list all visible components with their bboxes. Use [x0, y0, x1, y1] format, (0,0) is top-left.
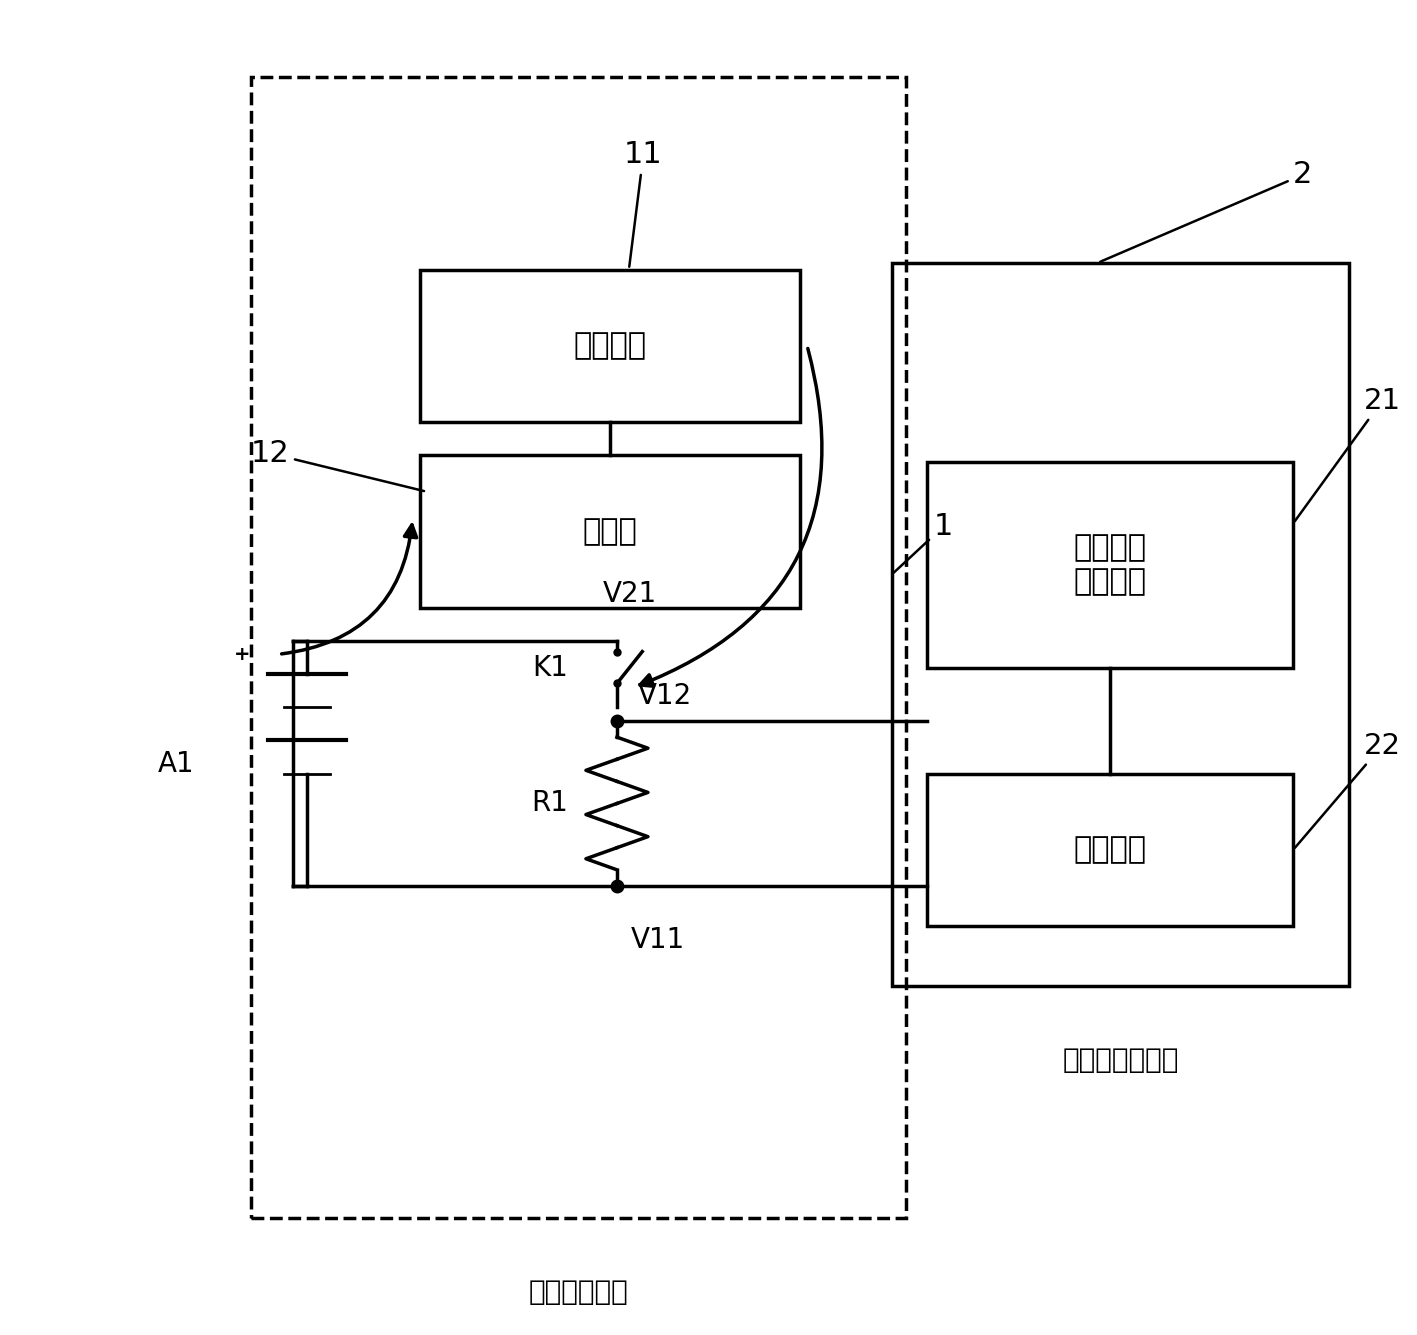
Text: 21: 21 [1295, 387, 1400, 521]
Bar [891, 263, 1349, 987]
Text: 12: 12 [251, 439, 424, 491]
Text: 可靠性检测电路: 可靠性检测电路 [1063, 1045, 1179, 1073]
Bar [927, 774, 1294, 926]
Text: +: + [234, 645, 251, 663]
Text: 2: 2 [1100, 160, 1312, 262]
Text: 控制单元: 控制单元 [574, 331, 646, 360]
Text: V21: V21 [602, 579, 657, 607]
Text: 电压检测
判断单元: 电压检测 判断单元 [1074, 534, 1146, 595]
Text: A1: A1 [157, 750, 194, 778]
Text: V11: V11 [631, 926, 686, 955]
Text: 1: 1 [894, 511, 954, 573]
Text: 电池均衡电路: 电池均衡电路 [529, 1278, 628, 1306]
Bar [927, 462, 1294, 668]
Text: V12: V12 [638, 682, 693, 710]
Text: 22: 22 [1295, 732, 1400, 848]
Text: 报警单元: 报警单元 [1074, 836, 1146, 865]
Bar [251, 77, 905, 1218]
Text: 11: 11 [623, 140, 663, 267]
Bar [419, 455, 801, 607]
FancyArrowPatch shape [282, 525, 417, 654]
Text: R1: R1 [531, 789, 568, 817]
Text: 传感器: 传感器 [582, 517, 638, 546]
FancyArrowPatch shape [640, 348, 822, 686]
Bar [419, 270, 801, 422]
Text: K1: K1 [531, 654, 568, 681]
